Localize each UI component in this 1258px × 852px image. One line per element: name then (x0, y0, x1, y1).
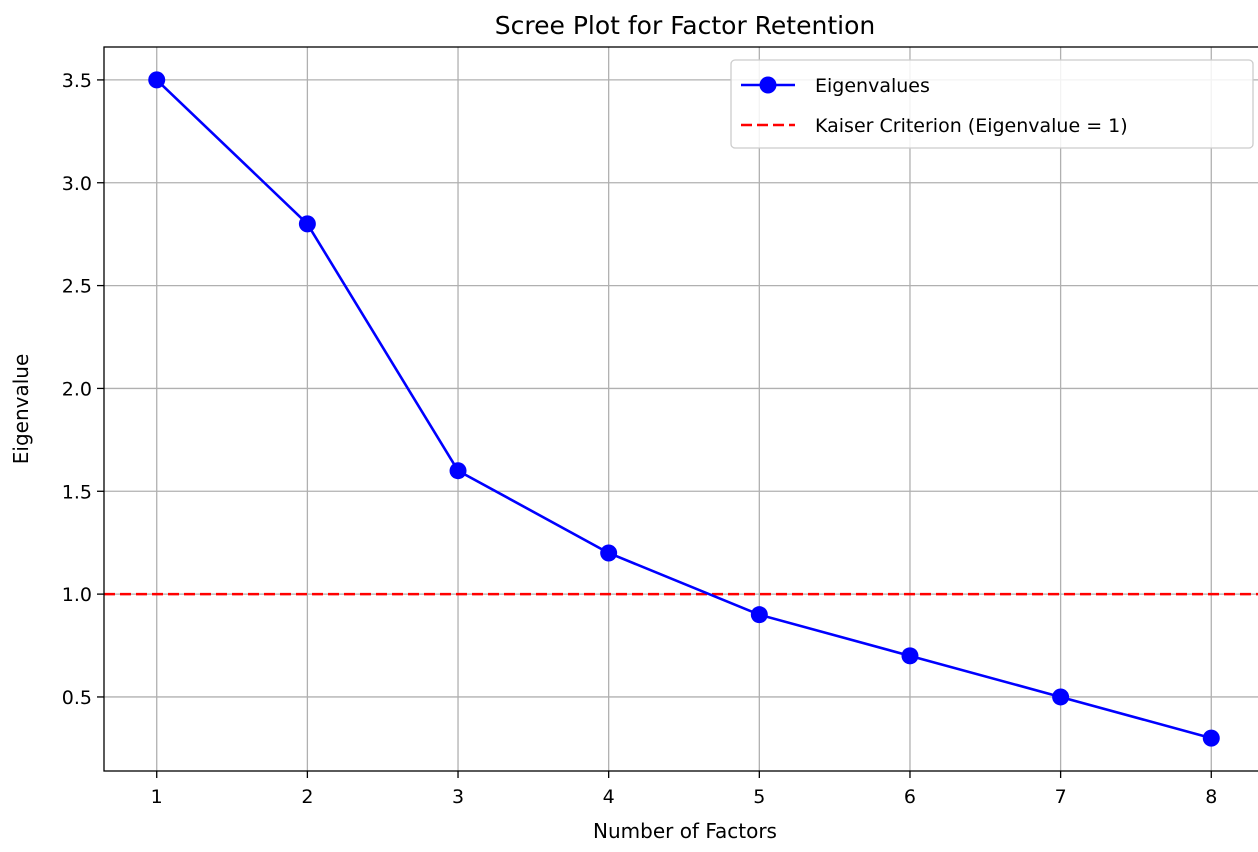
y-tick-label: 1.5 (62, 481, 92, 503)
x-tick-label: 6 (904, 786, 916, 808)
legend-eigenvalues-label: Eigenvalues (815, 75, 930, 97)
y-tick-label: 0.5 (62, 687, 92, 709)
y-tick-label: 2.5 (62, 276, 92, 298)
eigenvalue-point (750, 606, 768, 624)
x-tick-label: 7 (1055, 786, 1067, 808)
x-tick-label: 5 (753, 786, 765, 808)
x-tick-label: 2 (301, 786, 313, 808)
eigenvalue-point (600, 544, 618, 562)
y-axis-ticks: 0.5 1.0 1.5 2.0 2.5 3.0 3.5 (62, 70, 104, 709)
eigenvalue-point (1052, 688, 1070, 706)
eigenvalue-point (1202, 729, 1220, 747)
legend-box (730, 59, 1254, 149)
x-tick-label: 8 (1205, 786, 1217, 808)
x-axis-label: Number of Factors (593, 819, 777, 843)
y-tick-label: 1.0 (62, 584, 92, 606)
legend-eigenvalues-marker (759, 76, 777, 94)
x-axis-ticks: 1 2 3 4 5 6 7 8 (151, 771, 1217, 808)
legend-kaiser-label: Kaiser Criterion (Eigenvalue = 1) (815, 115, 1128, 137)
x-tick-label: 4 (603, 786, 615, 808)
y-tick-label: 3.5 (62, 70, 92, 92)
grid (104, 47, 1258, 771)
y-tick-label: 3.0 (62, 173, 92, 195)
y-tick-label: 2.0 (62, 378, 92, 400)
eigenvalue-point (298, 215, 316, 233)
x-tick-label: 1 (151, 786, 163, 808)
y-axis-label: Eigenvalue (9, 354, 33, 465)
eigenvalue-point (901, 647, 919, 665)
x-tick-label: 3 (452, 786, 464, 808)
data-series (148, 71, 1220, 747)
eigenvalue-point (148, 71, 166, 89)
eigenvalues-line (155, 78, 1212, 740)
eigenvalue-point (449, 462, 467, 480)
legend: Eigenvalues Kaiser Criterion (Eigenvalue … (730, 59, 1254, 149)
chart-title: Scree Plot for Factor Retention (495, 11, 875, 40)
plot-frame (103, 46, 1258, 772)
